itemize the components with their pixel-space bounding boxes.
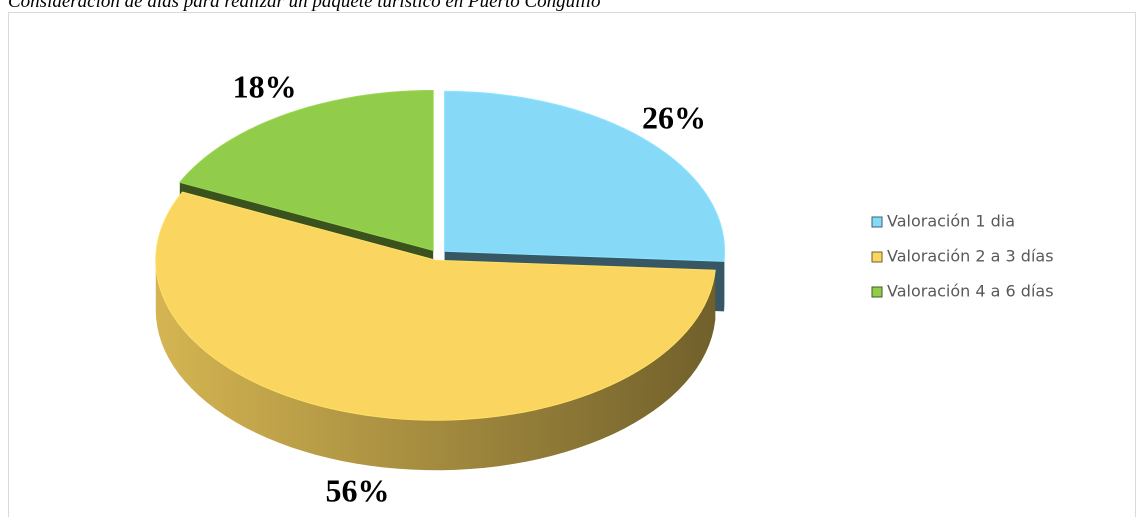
- slice-wall: [155, 260, 716, 471]
- legend-label: Valoración 2 a 3 días: [887, 247, 1054, 266]
- legend-label: Valoración 4 a 6 días: [887, 282, 1054, 301]
- slice: [444, 90, 726, 262]
- legend-swatch: [871, 251, 883, 263]
- chart-title: Consideración de días para realizar un p…: [8, 0, 601, 12]
- data-label: 56%: [326, 472, 390, 508]
- legend-label: Valoración 1 dia: [887, 212, 1015, 231]
- legend-swatch: [871, 286, 883, 298]
- slice: [178, 89, 434, 252]
- legend-swatch: [871, 216, 883, 228]
- data-label: 26%: [642, 100, 706, 136]
- pie: 26% 56% 18%: [155, 69, 726, 508]
- slice: [155, 191, 716, 421]
- legend: Valoración 1 dia Valoración 2 a 3 días Val…: [871, 212, 1054, 301]
- data-label: 18%: [233, 69, 297, 105]
- slice-wall: [724, 251, 725, 312]
